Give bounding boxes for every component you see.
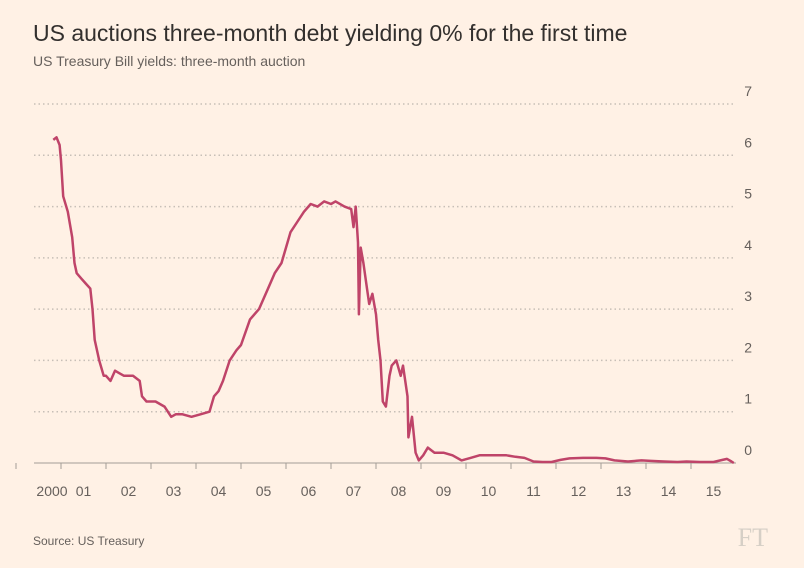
x-tick-label: 05 (256, 483, 272, 499)
x-tick-label: 07 (346, 483, 362, 499)
source: Source: US Treasury (33, 534, 144, 548)
x-tick-label: 01 (76, 483, 92, 499)
y-tick-label: 4 (744, 237, 752, 253)
logo: FT (738, 523, 768, 552)
x-tick-label: 11 (526, 483, 541, 499)
y-tick-label: 3 (744, 288, 752, 304)
y-tick-label: 5 (744, 186, 752, 202)
x-tick-label: 08 (391, 483, 407, 499)
x-tick-label: 2000 (36, 483, 67, 499)
x-tick-label: 03 (166, 483, 182, 499)
x-tick-label: 15 (706, 483, 722, 499)
x-tick-label: 02 (121, 483, 137, 499)
x-tick-label: 09 (436, 483, 452, 499)
y-tick-label: 2 (744, 339, 752, 355)
x-tick-label: 06 (301, 483, 317, 499)
x-tick-label: 13 (616, 483, 632, 499)
line (52, 136, 735, 465)
x-tick-label: 10 (481, 483, 497, 499)
chart-subtitle: US Treasury Bill yields: three-month auc… (33, 53, 305, 69)
x-tick-label: 14 (661, 483, 677, 499)
y-tick-label: 1 (744, 391, 752, 407)
x-tick-label: 04 (211, 483, 227, 499)
y-tick-label: 0 (744, 442, 752, 458)
chart-title: US auctions three-month debt yielding 0%… (33, 20, 627, 46)
x-tick-label: 12 (571, 483, 587, 499)
y-tick-label: 6 (744, 134, 752, 150)
y-tick-label: 7 (744, 83, 752, 99)
